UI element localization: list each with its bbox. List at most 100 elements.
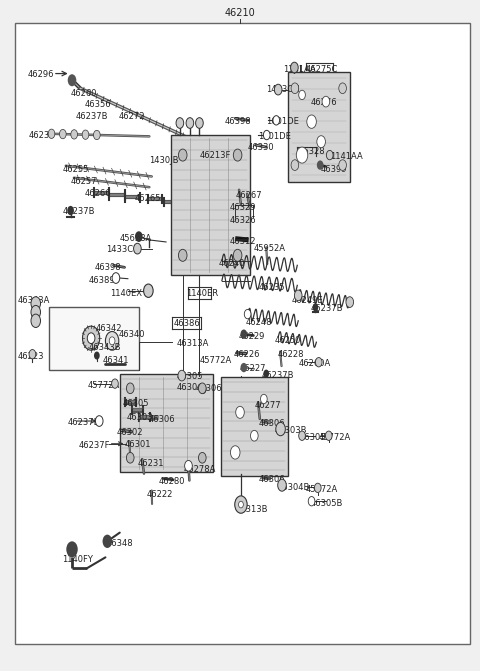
Text: 46305: 46305 <box>177 372 204 381</box>
Text: 46306: 46306 <box>259 419 286 428</box>
Text: 46250: 46250 <box>275 336 301 346</box>
Circle shape <box>314 483 321 493</box>
Text: 1141AA: 1141AA <box>283 65 316 74</box>
Text: 46237B: 46237B <box>311 304 343 313</box>
Bar <box>221 377 288 476</box>
Text: 46304B: 46304B <box>277 482 310 492</box>
Text: 1601DE: 1601DE <box>266 117 299 126</box>
Text: 46237F: 46237F <box>79 442 110 450</box>
Circle shape <box>273 115 280 125</box>
Circle shape <box>179 149 187 161</box>
Text: 46386: 46386 <box>173 319 200 328</box>
Circle shape <box>178 370 186 381</box>
Circle shape <box>278 479 286 491</box>
Text: 46223: 46223 <box>17 352 44 362</box>
Circle shape <box>240 329 247 339</box>
Text: 46278A: 46278A <box>184 464 216 474</box>
Text: 46257: 46257 <box>71 177 97 187</box>
Circle shape <box>291 83 299 93</box>
Text: 46328: 46328 <box>298 147 325 156</box>
Circle shape <box>71 130 77 139</box>
Text: 46255: 46255 <box>62 165 89 174</box>
Text: 46306: 46306 <box>148 415 175 423</box>
Circle shape <box>31 305 40 319</box>
Text: 1430JB: 1430JB <box>149 156 179 165</box>
Circle shape <box>96 416 103 426</box>
Circle shape <box>112 379 118 389</box>
Text: 1433CF: 1433CF <box>107 246 138 254</box>
Text: 46304: 46304 <box>177 383 204 392</box>
Circle shape <box>264 130 270 140</box>
Text: 46272: 46272 <box>118 112 145 121</box>
Text: 46341: 46341 <box>103 356 130 366</box>
Text: 46398: 46398 <box>225 117 252 126</box>
Text: 46228: 46228 <box>277 350 304 359</box>
Circle shape <box>233 250 242 261</box>
Circle shape <box>112 272 120 283</box>
Circle shape <box>276 422 285 435</box>
Circle shape <box>185 460 192 471</box>
Circle shape <box>109 337 115 345</box>
Text: 46303: 46303 <box>126 413 153 421</box>
Circle shape <box>339 160 347 170</box>
Text: 1433CH: 1433CH <box>266 85 300 94</box>
Circle shape <box>144 284 153 297</box>
Text: 46356: 46356 <box>85 101 111 109</box>
Circle shape <box>244 309 251 319</box>
Text: 46237B: 46237B <box>75 112 108 121</box>
Circle shape <box>126 383 134 394</box>
Text: 45772A: 45772A <box>199 356 232 366</box>
Circle shape <box>179 250 187 261</box>
Text: 46267: 46267 <box>235 191 262 200</box>
Text: 46326: 46326 <box>229 216 256 225</box>
Circle shape <box>199 383 206 394</box>
Text: 46306: 46306 <box>259 474 286 484</box>
Bar <box>171 135 250 275</box>
Text: 46342: 46342 <box>96 324 122 333</box>
Text: 1140FY: 1140FY <box>62 555 93 564</box>
Circle shape <box>196 117 203 128</box>
Text: 46306: 46306 <box>196 384 223 393</box>
Text: 45658A: 45658A <box>120 234 152 243</box>
Circle shape <box>68 74 76 87</box>
Text: 46226: 46226 <box>234 350 260 359</box>
Text: 46265: 46265 <box>135 194 161 203</box>
Text: 1140ER: 1140ER <box>187 289 219 298</box>
Text: 46249E: 46249E <box>291 297 323 305</box>
Text: 46229: 46229 <box>239 332 265 342</box>
Text: 46275C: 46275C <box>306 65 338 74</box>
Text: 1141AA: 1141AA <box>330 152 362 161</box>
Circle shape <box>103 535 112 548</box>
Circle shape <box>106 331 119 350</box>
Text: 46231: 46231 <box>29 131 56 140</box>
Text: 45772A: 45772A <box>319 433 351 442</box>
Circle shape <box>94 352 100 360</box>
Circle shape <box>317 136 325 148</box>
Text: 46237B: 46237B <box>67 418 100 427</box>
Text: 46280: 46280 <box>159 476 185 486</box>
Text: 1601DE: 1601DE <box>258 132 291 141</box>
Text: 46398: 46398 <box>95 263 121 272</box>
Text: 1140EX: 1140EX <box>110 289 142 298</box>
Circle shape <box>239 501 243 508</box>
Text: 46305B: 46305B <box>311 499 343 509</box>
Text: 46260: 46260 <box>71 89 97 98</box>
Text: 45952A: 45952A <box>253 244 286 253</box>
Circle shape <box>339 83 347 93</box>
Text: 46313A: 46313A <box>177 339 209 348</box>
Text: 46343B: 46343B <box>89 343 121 352</box>
Circle shape <box>299 431 305 440</box>
Text: 46303B: 46303B <box>275 426 307 435</box>
Circle shape <box>308 497 315 506</box>
Text: 46305B: 46305B <box>300 433 332 442</box>
Bar <box>49 307 139 370</box>
Circle shape <box>299 91 305 99</box>
Circle shape <box>233 149 242 161</box>
Circle shape <box>66 541 78 558</box>
Circle shape <box>294 290 302 301</box>
Circle shape <box>235 496 247 513</box>
Circle shape <box>82 130 89 140</box>
Circle shape <box>176 117 184 128</box>
Circle shape <box>240 363 247 372</box>
Text: 46266: 46266 <box>85 189 111 198</box>
